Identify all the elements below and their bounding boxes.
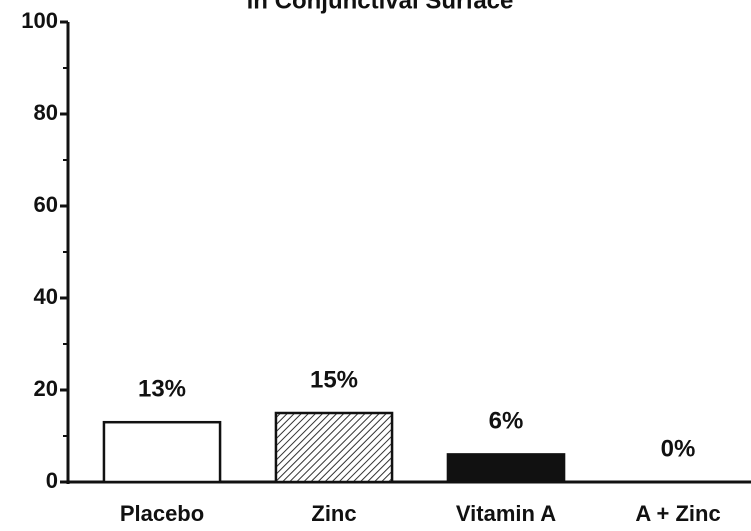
y-tick-label: 100 [21, 8, 58, 33]
bar [274, 411, 394, 484]
y-tick-label: 80 [34, 100, 58, 125]
x-tick-label: Placebo [120, 501, 204, 526]
chart-title: in Conjunctival Surface [247, 0, 514, 14]
x-tick-label: Zinc [311, 501, 356, 526]
y-tick-label: 60 [34, 192, 58, 217]
bar [446, 453, 566, 484]
value-label: 15% [310, 366, 358, 393]
bar [102, 420, 222, 484]
y-tick-label: 40 [34, 284, 58, 309]
x-tick-label: Vitamin A [456, 501, 556, 526]
value-label: 6% [489, 408, 524, 435]
value-label: 13% [138, 376, 186, 403]
y-tick-label: 0 [46, 468, 58, 493]
y-tick-label: 20 [34, 376, 58, 401]
value-label: 0% [661, 435, 696, 462]
x-tick-label: A + Zinc [635, 501, 720, 526]
